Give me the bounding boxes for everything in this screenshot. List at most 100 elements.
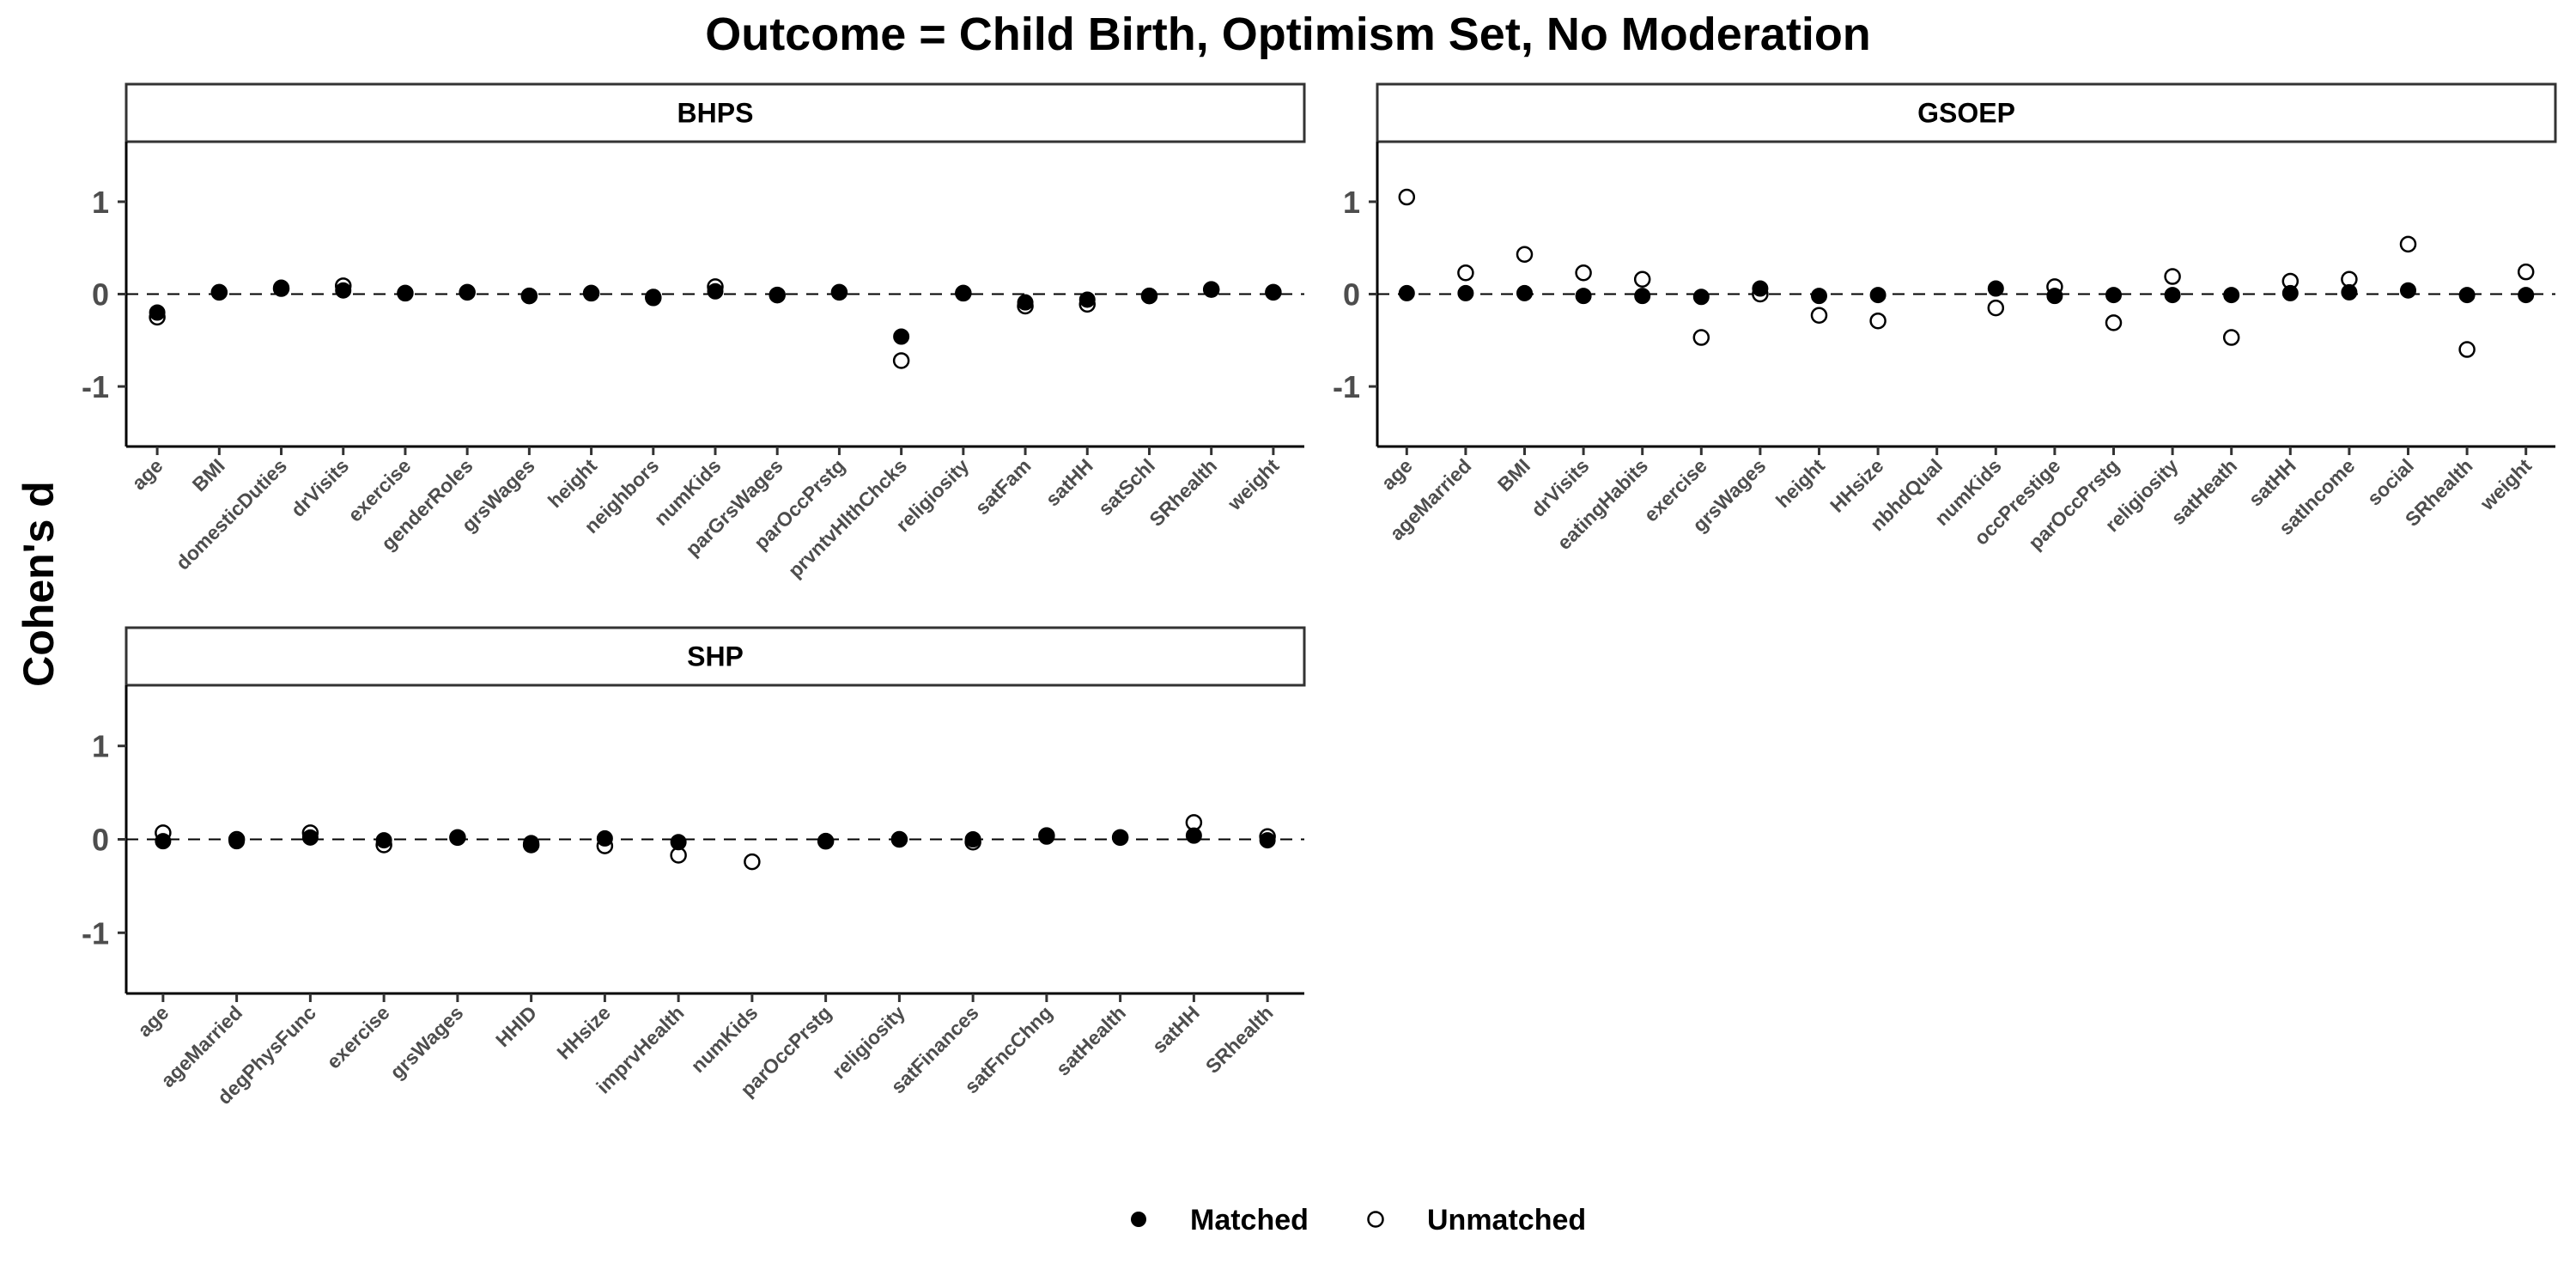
point-unmatched — [2105, 314, 2123, 331]
y-tick-label: 1 — [92, 185, 109, 220]
point-matched — [583, 284, 600, 301]
point-matched — [449, 829, 466, 846]
point-matched — [1038, 828, 1055, 845]
point-unmatched — [1633, 270, 1651, 289]
point-matched — [2458, 287, 2476, 304]
point-matched — [1398, 284, 1415, 301]
y-tick-label: 1 — [92, 729, 109, 764]
point-matched — [1752, 280, 1769, 297]
point-matched — [155, 833, 172, 850]
x-tick-label: exercise — [322, 1001, 394, 1073]
facet-strip-label: GSOEP — [1917, 98, 2015, 129]
point-unmatched — [1398, 188, 1416, 206]
facet-strip — [125, 626, 1306, 687]
x-tick-label: satHealth — [1052, 1001, 1131, 1080]
point-matched — [375, 832, 392, 849]
facet-strip-label: BHPS — [677, 98, 754, 129]
x-tick-label: social — [2363, 454, 2419, 510]
x-tick-label: HHsize — [552, 1001, 615, 1064]
point-matched — [1516, 284, 1533, 301]
point-unmatched — [744, 853, 761, 871]
x-tick-label: age — [133, 1001, 173, 1041]
point-matched — [670, 834, 687, 851]
y-tick-label: -1 — [82, 915, 109, 951]
legend-key-matched — [1131, 1212, 1146, 1227]
point-unmatched — [892, 352, 910, 369]
point-matched — [893, 328, 910, 345]
point-unmatched — [2517, 263, 2535, 281]
point-matched — [830, 283, 848, 301]
x-tick-label: satHH — [2244, 454, 2300, 510]
point-matched — [1140, 288, 1157, 305]
point-matched — [1987, 280, 2004, 297]
point-matched — [1634, 288, 1651, 305]
point-matched — [335, 282, 352, 299]
x-tick-label: weight — [2476, 454, 2537, 515]
point-matched — [1265, 283, 1282, 301]
legend-key-unmatched — [1367, 1211, 1384, 1228]
x-tick-label: SRhealth — [1201, 1001, 1278, 1078]
point-matched — [1017, 294, 1034, 311]
point-matched — [596, 829, 613, 847]
point-matched — [2105, 287, 2122, 304]
y-axis-label: Cohen's d — [15, 481, 63, 687]
x-tick-label: satHH — [1148, 1001, 1204, 1057]
point-matched — [2400, 282, 2416, 299]
point-matched — [707, 283, 724, 300]
point-matched — [1203, 281, 1220, 298]
point-unmatched — [1457, 264, 1474, 282]
facet-strip-label: SHP — [687, 641, 744, 672]
y-tick-label: 0 — [92, 823, 109, 858]
point-unmatched — [1575, 264, 1592, 282]
point-matched — [228, 833, 246, 850]
y-tick-label: 1 — [1343, 185, 1360, 220]
y-tick-label: -1 — [82, 369, 109, 404]
point-matched — [520, 288, 538, 305]
point-matched — [964, 831, 981, 848]
point-matched — [2518, 287, 2535, 304]
point-unmatched — [1516, 246, 1534, 263]
legend: Matched Unmatched — [1131, 1204, 1586, 1236]
x-tick-label: prvntvHlthChcks — [784, 454, 912, 582]
legend-label: Unmatched — [1427, 1204, 1586, 1236]
point-matched — [1575, 288, 1592, 305]
point-unmatched — [1869, 312, 1886, 330]
point-unmatched — [2164, 268, 2181, 285]
point-matched — [645, 289, 662, 306]
x-tick-label: grsWages — [386, 1001, 468, 1084]
point-matched — [301, 829, 319, 846]
point-matched — [1078, 291, 1096, 308]
point-unmatched — [1810, 307, 1828, 324]
x-tick-label: SRhealth — [1145, 454, 1221, 531]
point-matched — [1185, 827, 1202, 844]
point-matched — [817, 833, 835, 850]
point-matched — [1869, 287, 1886, 304]
point-matched — [210, 283, 228, 301]
point-unmatched — [2458, 341, 2476, 358]
chart-title: Outcome = Child Birth, Optimism Set, No … — [705, 9, 1871, 60]
point-unmatched — [2399, 235, 2417, 253]
x-tick-label: height — [1771, 454, 1829, 512]
point-matched — [2223, 287, 2240, 304]
x-tick-label: BMI — [1493, 454, 1534, 495]
point-matched — [1692, 289, 1710, 306]
x-tick-label: satHH — [1041, 454, 1097, 510]
point-matched — [1457, 284, 1474, 301]
point-matched — [955, 284, 972, 301]
point-matched — [397, 284, 414, 301]
point-matched — [2164, 287, 2181, 304]
point-matched — [2281, 284, 2299, 301]
point-unmatched — [1692, 329, 1710, 346]
facet-strip — [125, 82, 1306, 143]
x-tick-label: BMI — [188, 454, 229, 495]
point-matched — [273, 279, 290, 296]
y-tick-label: 0 — [92, 277, 109, 313]
point-matched — [2341, 283, 2358, 301]
point-matched — [459, 283, 476, 301]
x-tick-label: numKids — [686, 1001, 762, 1077]
